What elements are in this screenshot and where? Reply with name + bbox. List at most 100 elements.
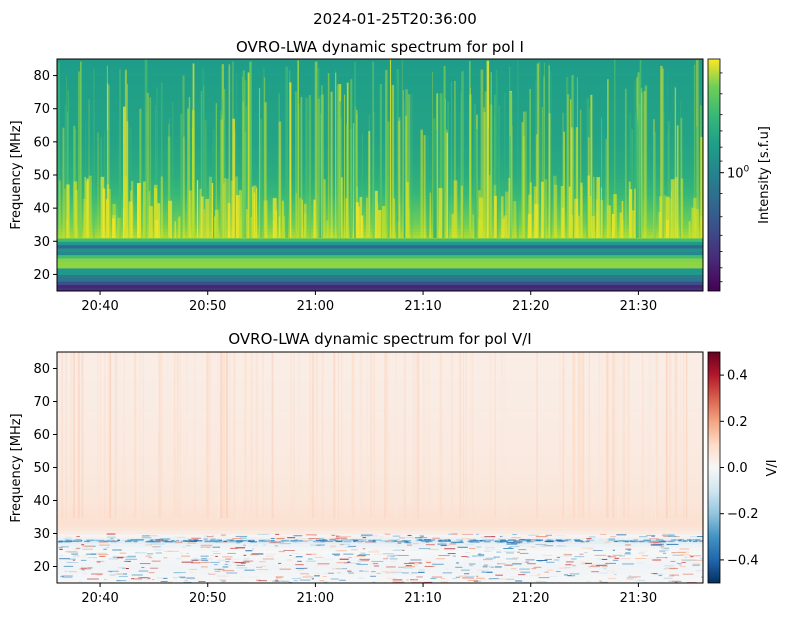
spectrum-speckle [347,561,350,563]
spectrum-speckle [181,534,186,536]
spectrum-speckle [344,546,354,548]
spectrum-speckle [545,561,555,563]
spectrum-speckle [485,548,489,550]
spectrum-burst [607,79,609,238]
spectrum-band [57,421,703,426]
spectrum-speckle [559,555,571,557]
spectrum-speckle [689,555,701,557]
spectrum-speckle [239,540,243,543]
spectrum-band [57,257,703,262]
spectrum-speckle [439,539,448,541]
spectrum-band [57,451,703,455]
spectrum-striation [70,352,72,519]
spectrum-burst [483,112,486,238]
spectrum-speckle [585,562,592,564]
spectrum-speckle [595,564,607,566]
spectrum-speckle [218,539,223,542]
spectrum-speckle [567,541,573,543]
spectrum-burst [669,198,672,238]
spectrum-burst [345,198,348,238]
spectrum-speckle [63,536,71,538]
spectrum-speckle [401,572,409,574]
spectrum-speckle [150,539,154,541]
spectrum-speckle [663,547,669,549]
spectrum-speckle [617,539,625,542]
spectrum-speckle [110,558,117,560]
spectrum-speckle [571,575,575,577]
spectrum-speckle [183,540,188,542]
spectrum-speckle [682,573,694,575]
spectrum-striation [366,352,369,519]
spectrum-speckle [596,558,603,560]
spectrum-striation [309,352,312,519]
spectrum-striation [621,352,623,519]
spectrum-speckle [152,539,156,541]
spectrum-speckle [339,558,349,560]
spectrum-speckle [649,538,660,540]
spectrum-speckle [469,565,473,567]
spectrum-burst [537,61,541,238]
spectrum-burst [264,102,267,238]
spectrum-band [57,457,703,462]
spectrum-burst [405,183,409,238]
spectrum-speckle [500,535,508,537]
spectrum-speckle [442,540,445,542]
spectrum-striation [161,352,164,519]
spectrum-speckle [146,578,151,580]
spectrum-burst [130,203,134,238]
spectrum-speckle [60,546,69,548]
spectrum-speckle [59,558,70,560]
spectrum-speckle [682,540,687,542]
spectrum-speckle [669,574,680,576]
bottom-y-axis-label: Frequency [MHz] [9,413,24,522]
spectrum-striation [665,352,668,519]
spectrum-speckle [71,552,78,554]
spectrum-burst [490,72,492,238]
spectrum-burst [188,97,191,238]
spectrum-speckle [109,574,116,576]
spectrum-speckle [299,540,308,542]
spectrum-burst [693,197,697,238]
spectrum-speckle [483,558,493,560]
spectrum-speckle [382,553,394,555]
spectrum-speckle [214,570,221,572]
spectrum-burst [172,102,174,238]
spectrum-speckle [297,560,302,562]
spectrum-speckle [533,566,542,568]
spectrum-speckle [216,575,229,577]
spectrum-speckle [135,551,138,553]
spectrum-speckle [231,561,237,563]
spectrum-speckle [221,535,226,537]
spectrum-speckle [283,549,295,551]
spectrum-speckle [322,558,333,560]
spectrum-speckle [496,540,500,542]
spectrum-speckle [538,560,543,562]
spectrum-burst [451,213,455,238]
spectrum-speckle [460,540,464,542]
spectrum-speckle [625,552,631,554]
spectrum-speckle [506,542,514,544]
spectrum-speckle [606,570,616,572]
spectrum-speckle [120,540,129,542]
spectrum-band [57,68,703,73]
spectrum-burst [300,96,303,238]
spectrum-speckle [630,559,635,561]
spectrum-striation [61,352,63,519]
spectrum-speckle [319,548,331,550]
spectrum-band [57,375,703,379]
spectrum-speckle [161,539,169,542]
spectrum-speckle [68,558,76,560]
spectrum-striation [494,352,496,519]
spectrum-speckle [221,580,227,582]
spectrum-speckle [405,565,412,567]
spectrum-speckle [584,552,588,554]
spectrum-band [57,414,703,419]
spectrum-speckle [315,539,321,542]
y-tick-label: 30 [33,527,50,542]
spectrum-burst [569,214,574,238]
spectrum-speckle [627,549,631,551]
spectrum-speckle [478,553,481,555]
spectrum-burst [680,178,684,238]
spectrum-speckle [82,548,93,550]
spectrum-speckle [447,553,456,555]
